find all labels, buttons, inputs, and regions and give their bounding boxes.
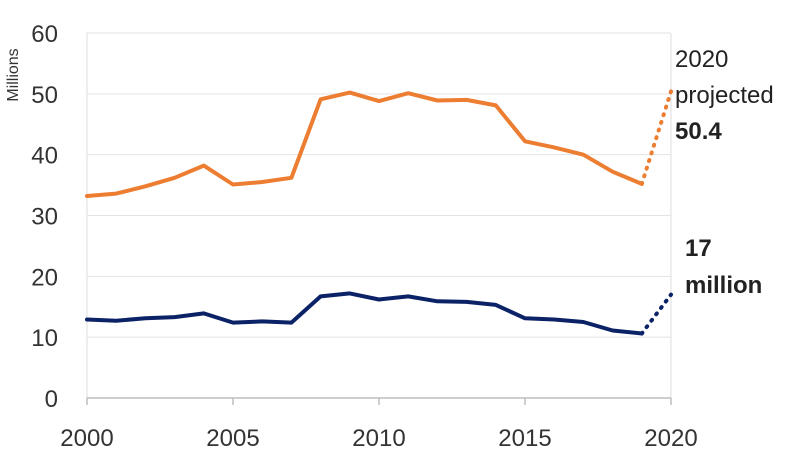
y-tick-label: 20 (31, 264, 58, 291)
annotation-projected-value: 50.4 (675, 118, 722, 145)
y-tick-label: 30 (31, 204, 58, 231)
y-tick-label: 10 (31, 325, 58, 352)
y-tick-label: 50 (31, 82, 58, 109)
x-tick-label: 2015 (498, 425, 551, 449)
series-line-2 (85, 291, 644, 336)
annotation-17: 17 (685, 235, 712, 262)
series-layer (85, 89, 673, 336)
y-axis-tick-labels: 0 10 20 30 40 50 60 (31, 21, 58, 413)
x-axis-tick-labels: 2000 2005 2010 2015 2020 (60, 398, 698, 449)
y-tick-label: 40 (31, 143, 58, 170)
x-tick-label: 2000 (60, 425, 113, 449)
x-tick-label: 2010 (352, 425, 405, 449)
y-tick-label: 60 (31, 21, 58, 48)
annotation-2020: 2020 (675, 46, 728, 73)
projection-line-1 (639, 89, 673, 186)
annotation-million: million (685, 272, 762, 299)
x-tick-label: 2005 (206, 425, 259, 449)
y-axis-title: Millions (5, 48, 22, 101)
projection-line-2 (639, 292, 673, 336)
annotation-projected: projected (675, 82, 774, 109)
gridlines (86, 32, 672, 398)
y-tick-label: 0 (45, 386, 58, 413)
series-line-1 (85, 90, 644, 198)
x-tick-label: 2020 (644, 425, 697, 449)
